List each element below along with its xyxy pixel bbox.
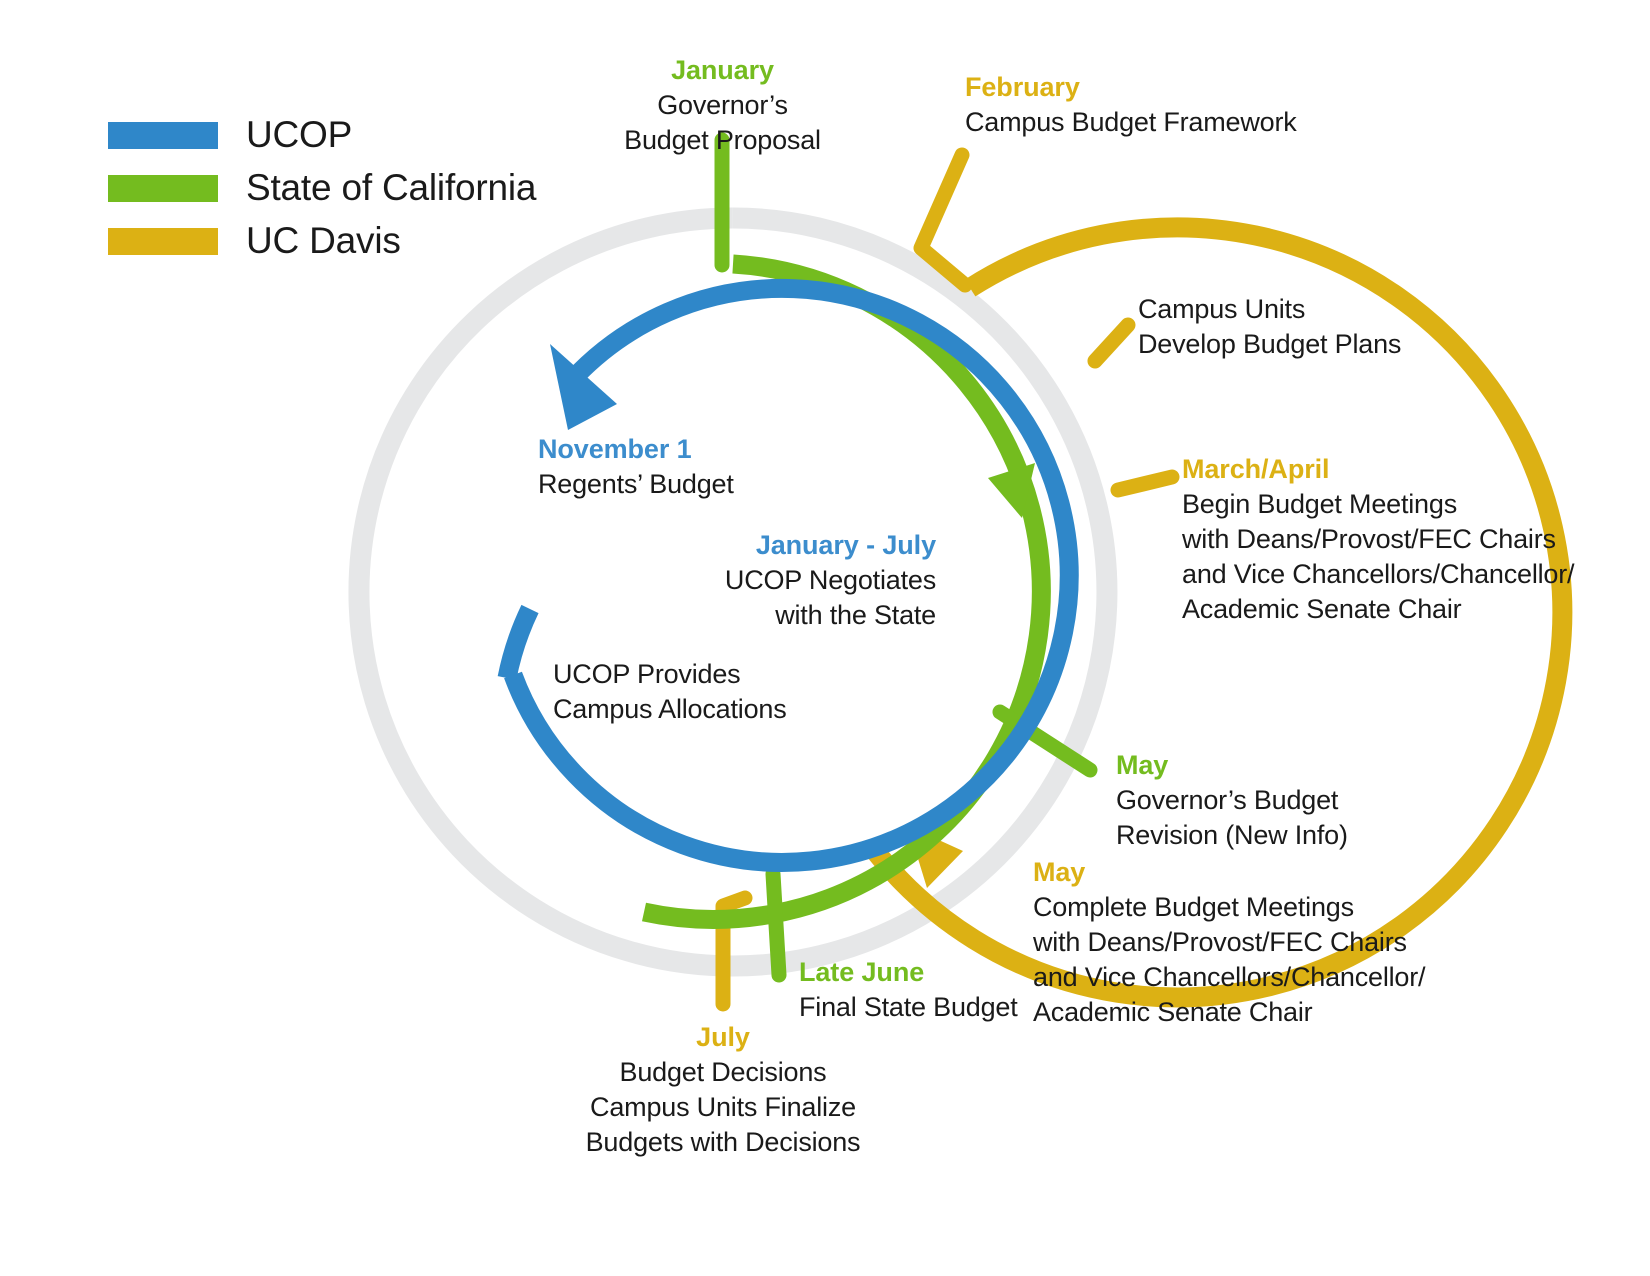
callout-february-framework: February Campus Budget Framework [965,70,1297,140]
callout-january-july-negotiates: January - July UCOP Negotiates with the … [640,528,936,633]
callout-late-june-final-body: Final State Budget [799,990,1018,1025]
callout-march-april-meetings-head: March/April [1182,454,1330,484]
green-arrowhead [988,463,1035,518]
green-leader-may-revision [992,704,1098,778]
callout-line: with Deans/Provost/FEC Chairs [1182,524,1556,555]
callout-line: Develop Budget Plans [1138,329,1402,360]
callout-line: Campus Units [1138,294,1306,324]
callout-line: Complete Budget Meetings [1033,892,1354,923]
callout-line: UCOP Negotiates [724,565,936,596]
callout-january-governor-head: January [671,55,774,85]
legend-item-uc-davis: UC Davis [108,218,536,264]
callout-july-decisions-body: Budget Decisions [575,1055,871,1090]
callout-line: Budget Proposal [624,125,821,156]
callout-ucop-provides-body: UCOP Provides Campus Allocations [553,657,787,727]
gold-arrowhead [908,826,963,888]
callout-late-june-final-head: Late June [799,957,925,987]
callout-may-revision-head: May [1116,750,1169,780]
callout-campus-units-finalize-body: Campus Units Finalize Budgets with Decis… [575,1090,871,1160]
callout-line: Campus Budget Framework [965,107,1297,138]
callout-line: Final State Budget [799,992,1018,1023]
gold-leader-campus-units-develop [1087,317,1136,369]
legend-label-uc-davis: UC Davis [246,220,401,261]
callout-november-regents: November 1 Regents’ Budget [538,432,734,502]
callout-may-complete-meetings-body: Complete Budget Meetings with Deans/Prov… [1033,890,1426,1030]
legend-label-state-of-california: State of California [246,167,537,208]
callout-january-july-negotiates-head: January - July [755,530,936,560]
callout-campus-units-develop-body: Campus Units Develop Budget Plans [1138,292,1401,362]
callout-line: Governor’s Budget [1116,785,1339,816]
callout-line: Campus Units Finalize [590,1092,856,1122]
gold-leader-march-april [1110,469,1180,498]
callout-may-revision-body: Governor’s Budget Revision (New Info) [1116,783,1348,853]
callout-march-april-meetings-body: Begin Budget Meetings with Deans/Provost… [1182,487,1575,627]
callout-line: with Deans/Provost/FEC Chairs [1033,927,1407,958]
callout-line: UCOP Provides [553,659,741,689]
callout-line: Academic Senate Chair [1033,997,1313,1028]
callout-january-governor-body: Governor’s Budget Proposal [575,88,870,158]
callout-february-framework-body: Campus Budget Framework [965,105,1297,140]
callout-january-governor: January Governor’s Budget Proposal [575,53,870,158]
callout-line: Academic Senate Chair [1182,594,1462,625]
callout-line: and Vice Chancellors/Chancellor/ [1033,962,1426,993]
callout-line: Budgets with Decisions [585,1127,861,1158]
blue-arc-tail [497,604,539,680]
callout-may-revision: May Governor’s Budget Revision (New Info… [1116,748,1348,853]
callout-campus-units-develop: Campus Units Develop Budget Plans [1138,292,1401,362]
legend: UCOP State of California UC Davis [108,112,537,271]
legend-item-ucop: UCOP [108,112,536,158]
callout-may-complete-meetings: May Complete Budget Meetings with Deans/… [1033,855,1426,1030]
legend-swatch-uc-davis [108,227,218,255]
gold-leader-july [715,890,753,1012]
callout-line: and Vice Chancellors/Chancellor/ [1182,559,1575,590]
callout-january-july-negotiates-body: UCOP Negotiates with the State [640,563,936,633]
callout-line: Governor’s [657,90,788,121]
callout-may-complete-meetings-head: May [1033,857,1086,887]
callout-ucop-provides: UCOP Provides Campus Allocations [553,657,787,727]
callout-line: Campus Allocations [553,694,787,725]
legend-item-state-of-california: State of California [108,165,537,211]
legend-swatch-ucop [108,121,218,149]
callout-february-framework-head: February [965,72,1080,102]
callout-campus-units-finalize: Campus Units Finalize Budgets with Decis… [575,1090,871,1160]
callout-line: Begin Budget Meetings [1182,489,1457,520]
legend-swatch-state-of-california [108,174,218,202]
callout-late-june-final: Late June Final State Budget [799,955,1018,1025]
gold-leader-february [913,147,973,293]
callout-line: Budget Decisions [619,1057,827,1088]
callout-line: Revision (New Info) [1116,820,1348,851]
callout-november-regents-body: Regents’ Budget [538,467,734,502]
callout-line: Regents’ Budget [538,469,734,500]
callout-november-regents-head: November 1 [538,434,692,464]
callout-july-decisions-head: July [696,1022,750,1052]
callout-july-decisions: July Budget Decisions [575,1020,871,1090]
callout-line: with the State [775,600,936,631]
green-leader-late-june [765,866,787,983]
callout-march-april-meetings: March/April Begin Budget Meetings with D… [1182,452,1575,627]
legend-label-ucop: UCOP [246,114,353,155]
blue-arrowhead [550,344,617,430]
